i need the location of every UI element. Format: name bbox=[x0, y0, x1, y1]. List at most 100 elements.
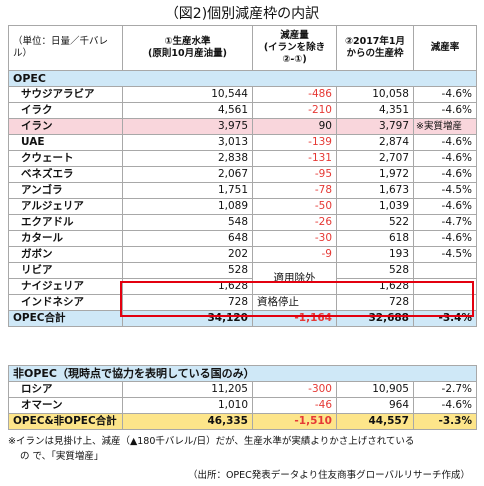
quota-value: 1,039 bbox=[336, 198, 414, 215]
production-value: 728 bbox=[122, 294, 253, 311]
table-row: サウジアラビア 10,544 -486 10,058 -4.6% bbox=[8, 86, 477, 103]
quota-value: 522 bbox=[336, 214, 414, 231]
col-header-production: ①生産水準 (原則10月産油量) bbox=[122, 25, 253, 71]
production-value: 648 bbox=[122, 230, 253, 247]
opec-total-label: OPEC合計 bbox=[8, 310, 123, 327]
production-value: 1,089 bbox=[122, 198, 253, 215]
table-row: イラン 3,975 90 3,797 ※実質増産 bbox=[8, 118, 477, 135]
quota-value: 964 bbox=[336, 397, 414, 414]
quota-value: 2,874 bbox=[336, 134, 414, 151]
table-row: オマーン 1,010 -46 964 -4.6% bbox=[8, 397, 477, 414]
nonopec-group-label: 非OPEC（現時点で協力を表明している国のみ） bbox=[8, 365, 477, 382]
quota-value: 528 bbox=[336, 262, 414, 279]
source-note: （出所：OPEC発表データより住友商事グローバルリサーチ作成） bbox=[187, 470, 470, 481]
production-value: 3,013 bbox=[122, 134, 253, 151]
page-title: （図2)個別減産枠の内訳 bbox=[164, 6, 320, 22]
table-row: ベネズエラ 2,067 -95 1,972 -4.6% bbox=[8, 166, 477, 183]
rate-value: -4.6% bbox=[413, 86, 477, 103]
production-value: 11,205 bbox=[122, 381, 253, 398]
production-value: 528 bbox=[122, 262, 253, 279]
country-name: クウェート bbox=[8, 150, 123, 167]
production-value: 1,628 bbox=[122, 278, 253, 295]
production-value: 3,975 bbox=[122, 118, 253, 135]
production-value: 2,067 bbox=[122, 166, 253, 183]
cut-value: 90 bbox=[252, 118, 337, 135]
rate-value: -3.3% bbox=[413, 413, 477, 430]
cut-value: -26 bbox=[252, 214, 337, 231]
col-header-quota: ②2017年1月 からの生産枠 bbox=[336, 25, 414, 71]
rate-value: ※実質増産 bbox=[413, 118, 477, 135]
table-row: ロシア 11,205 -300 10,905 -2.7% bbox=[8, 381, 477, 398]
quota-value: 10,905 bbox=[336, 381, 414, 398]
unit-label: （単位：日量／千バレル） bbox=[8, 25, 123, 71]
rate-value bbox=[413, 262, 477, 279]
quota-value: 1,972 bbox=[336, 166, 414, 183]
rate-value: -4.6% bbox=[413, 102, 477, 119]
quota-value: 4,351 bbox=[336, 102, 414, 119]
quota-value: 2,707 bbox=[336, 150, 414, 167]
quota-value: 1,628 bbox=[336, 278, 414, 295]
country-name: アンゴラ bbox=[8, 182, 123, 199]
cut-value: -486 bbox=[252, 86, 337, 103]
footnote-iran-cont: の で、「実質増産」 bbox=[20, 451, 104, 462]
rate-value: -4.5% bbox=[413, 182, 477, 199]
cut-value: -95 bbox=[252, 166, 337, 183]
country-name: カタール bbox=[8, 230, 123, 247]
production-value: 548 bbox=[122, 214, 253, 231]
cut-value: -46 bbox=[252, 397, 337, 414]
country-name: ベネズエラ bbox=[8, 166, 123, 183]
country-name: オマーン bbox=[8, 397, 123, 414]
production-value: 4,561 bbox=[122, 102, 253, 119]
cut-value: -210 bbox=[252, 102, 337, 119]
grand-total-label: OPEC&非OPEC合計 bbox=[8, 413, 123, 430]
table-row: UAE 3,013 -139 2,874 -4.6% bbox=[8, 134, 477, 151]
rate-value: -4.6% bbox=[413, 230, 477, 247]
country-name: イラク bbox=[8, 102, 123, 119]
country-name: サウジアラビア bbox=[8, 86, 123, 103]
rate-value: -3.4% bbox=[413, 310, 477, 327]
table-row: カタール 648 -30 618 -4.6% bbox=[8, 230, 477, 247]
rate-value: -4.6% bbox=[413, 198, 477, 215]
table-row: アンゴラ 1,751 -78 1,673 -4.5% bbox=[8, 182, 477, 199]
col-header-rate: 減産率 bbox=[413, 25, 477, 71]
country-name: ガボン bbox=[8, 246, 123, 263]
footnote-iran: ※イランは見掛け上、減産（▲180千バレル/日）だが、生産水準が実績よりかさ上げ… bbox=[8, 436, 415, 447]
rate-value bbox=[413, 278, 477, 295]
cut-value: -1,164 bbox=[252, 310, 337, 327]
table-row: ガボン 202 -9 193 -4.5% bbox=[8, 246, 477, 263]
rate-value: -4.6% bbox=[413, 134, 477, 151]
table-row: クウェート 2,838 -131 2,707 -4.6% bbox=[8, 150, 477, 167]
table-row: アルジェリア 1,089 -50 1,039 -4.6% bbox=[8, 198, 477, 215]
production-value: 10,544 bbox=[122, 86, 253, 103]
quota-value: 3,797 bbox=[336, 118, 414, 135]
country-name: インドネシア bbox=[8, 294, 123, 311]
country-name: ロシア bbox=[8, 381, 123, 398]
cut-value: -139 bbox=[252, 134, 337, 151]
cut-value: -30 bbox=[252, 230, 337, 247]
nonopec-table: 非OPEC（現時点で協力を表明している国のみ） ロシア 11,205 -300 10,… bbox=[8, 365, 477, 430]
quota-value: 193 bbox=[336, 246, 414, 263]
country-name: イラン bbox=[8, 118, 123, 135]
rate-value: -4.6% bbox=[413, 166, 477, 183]
quota-value: 728 bbox=[336, 294, 414, 311]
cut-value: -131 bbox=[252, 150, 337, 167]
country-name: リビア bbox=[8, 262, 123, 279]
cut-value: -50 bbox=[252, 198, 337, 215]
rate-value bbox=[413, 294, 477, 311]
rate-value: -4.6% bbox=[413, 150, 477, 167]
cut-value: -1,510 bbox=[252, 413, 337, 430]
rate-value: -4.5% bbox=[413, 246, 477, 263]
quota-value: 32,688 bbox=[336, 310, 414, 327]
rate-value: -4.7% bbox=[413, 214, 477, 231]
production-value: 34,120 bbox=[122, 310, 253, 327]
country-name: ナイジェリア bbox=[8, 278, 123, 295]
suspended-label: 資格停止 bbox=[252, 294, 337, 311]
production-value: 202 bbox=[122, 246, 253, 263]
quota-value: 10,058 bbox=[336, 86, 414, 103]
cut-value: -9 bbox=[252, 246, 337, 263]
col-header-cut: 減産量 (イランを除き ②-①) bbox=[252, 25, 337, 71]
rate-value: -4.6% bbox=[413, 397, 477, 414]
table-row: イラク 4,561 -210 4,351 -4.6% bbox=[8, 102, 477, 119]
quota-value: 1,673 bbox=[336, 182, 414, 199]
country-name: エクアドル bbox=[8, 214, 123, 231]
